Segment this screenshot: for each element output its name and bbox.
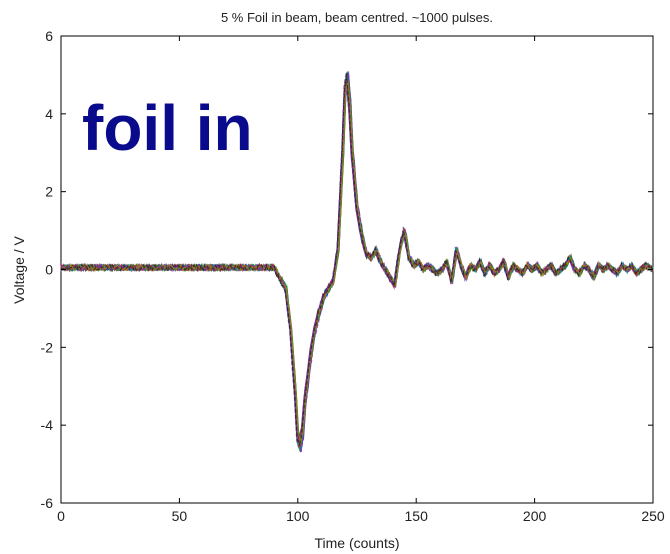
y-tick-label: -2 <box>41 339 54 355</box>
axis-ticks: 0 50 100 150 200 250 -6 -4 -2 0 2 4 6 <box>41 28 665 524</box>
x-tick-label: 0 <box>57 508 65 524</box>
x-tick-label: 200 <box>523 508 547 524</box>
x-tick-label: 50 <box>172 508 188 524</box>
chart-title: 5 % Foil in beam, beam centred. ~1000 pu… <box>221 10 493 25</box>
y-tick-label: 6 <box>45 28 53 44</box>
series-line <box>61 79 654 445</box>
y-tick-label: 4 <box>45 106 53 122</box>
x-tick-label: 150 <box>405 508 429 524</box>
x-tick-label: 250 <box>641 508 665 524</box>
series-lines <box>60 71 654 453</box>
y-axis-title: Voltage / V <box>11 235 27 303</box>
y-tick-label: 0 <box>45 262 53 278</box>
annotation-foil-in: foil in <box>82 92 253 164</box>
y-tick-label: 2 <box>45 184 53 200</box>
x-axis-title: Time (counts) <box>314 535 399 551</box>
y-tick-label: -6 <box>41 495 54 511</box>
y-tick-label: -4 <box>41 417 54 433</box>
x-tick-label: 100 <box>286 508 310 524</box>
series-line <box>60 76 653 446</box>
